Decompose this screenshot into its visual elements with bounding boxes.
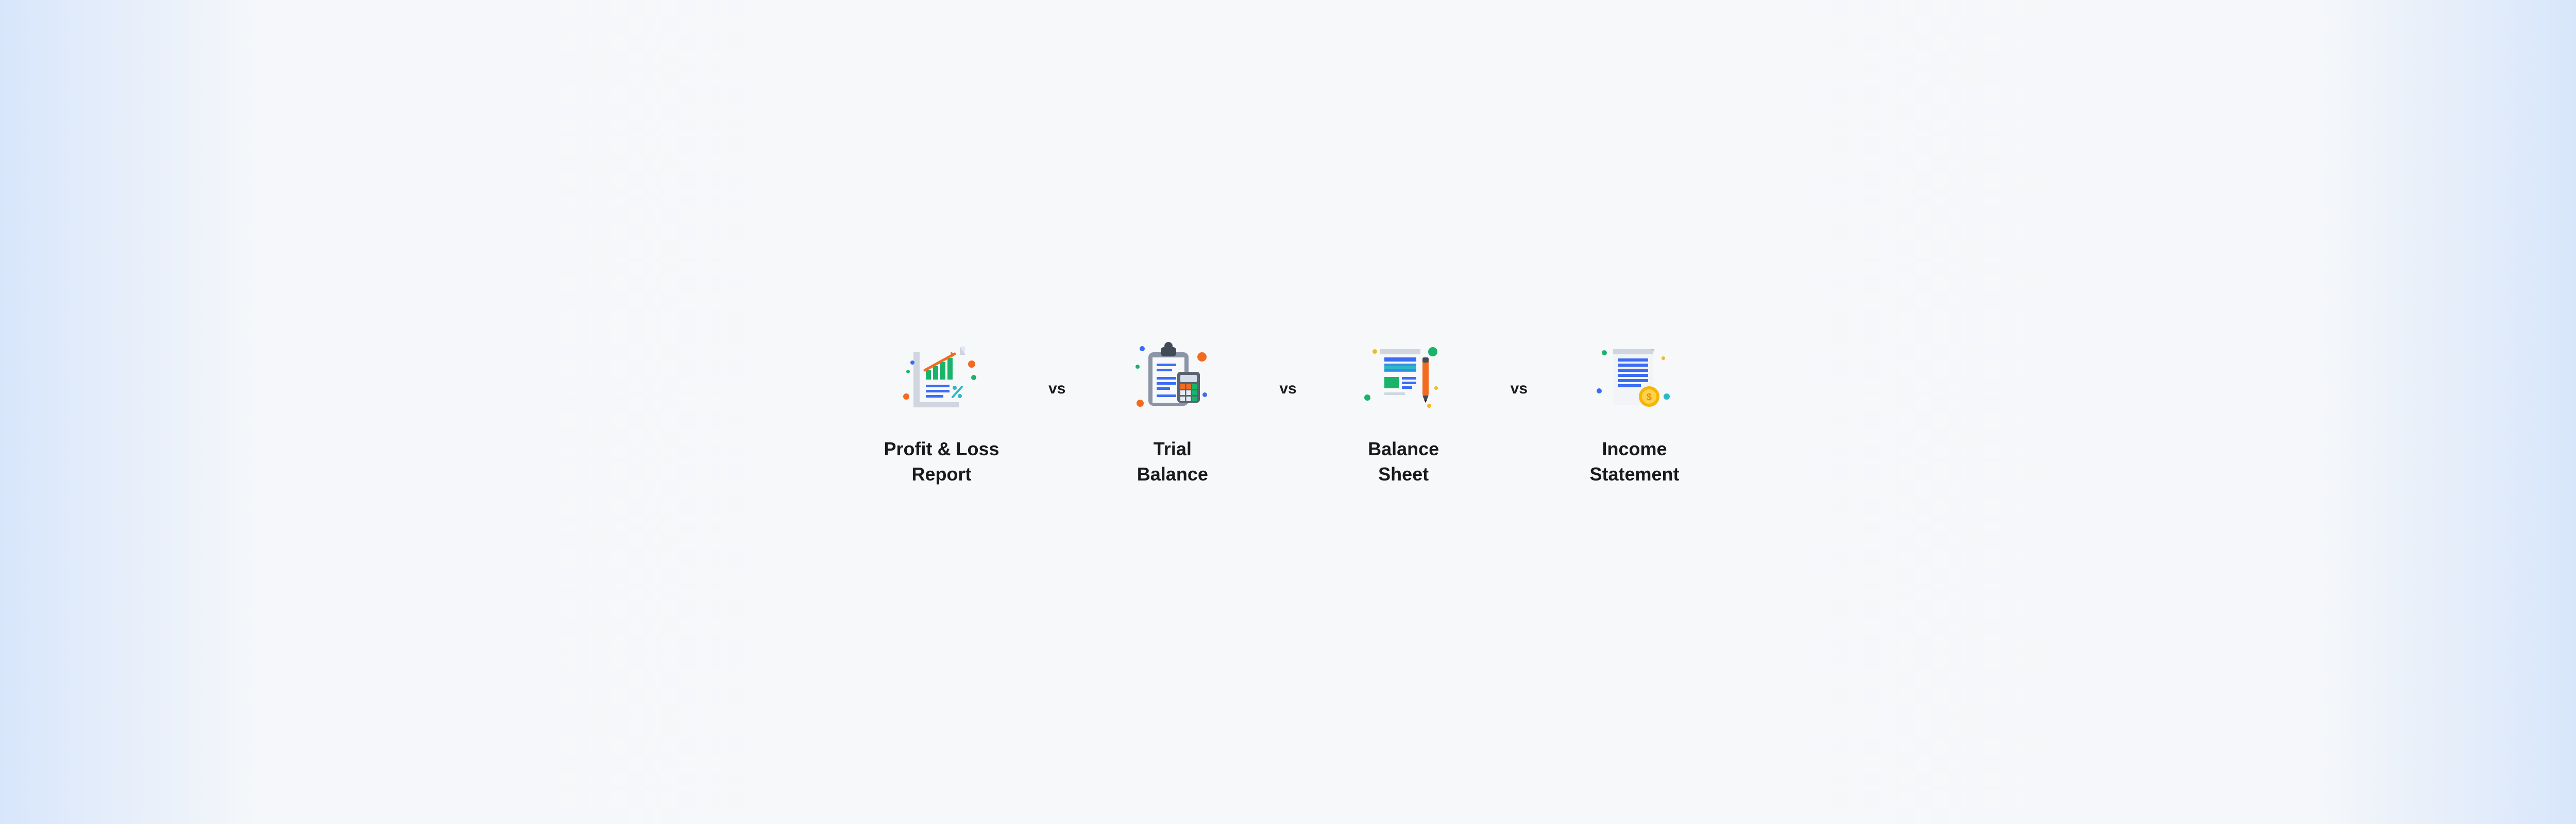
- decorative-dot: [968, 360, 975, 368]
- label-balance-sheet: Balance Sheet: [1368, 437, 1439, 487]
- label-line-2: Sheet: [1378, 464, 1429, 485]
- label-profit-loss: Profit & Loss Report: [884, 437, 999, 487]
- report-chart-icon: [900, 337, 982, 419]
- decorative-dot: [1202, 392, 1207, 397]
- separator-vs: vs: [1048, 380, 1065, 444]
- label-line-1: Profit & Loss: [884, 438, 999, 459]
- document-coin-icon: $: [1594, 337, 1676, 419]
- decorative-dot: [1664, 393, 1670, 400]
- comparison-row: Profit & Loss Report vs: [835, 337, 1741, 487]
- card-profit-loss: Profit & Loss Report: [866, 337, 1018, 487]
- label-trial-balance: Trial Balance: [1137, 437, 1208, 487]
- label-line-2: Balance: [1137, 464, 1208, 485]
- label-line-1: Balance: [1368, 438, 1439, 459]
- decorative-dot: [906, 370, 910, 373]
- decorative-dot: [1662, 356, 1665, 360]
- decorative-dot: [1602, 350, 1607, 355]
- label-income-statement: Income Statement: [1589, 437, 1679, 487]
- card-balance-sheet: Balance Sheet: [1328, 337, 1480, 487]
- receipt-pen-icon: [1362, 337, 1445, 419]
- separator-vs: vs: [1279, 380, 1296, 444]
- label-line-1: Trial: [1154, 438, 1192, 459]
- decorative-dot: [903, 393, 909, 400]
- label-line-2: Report: [911, 464, 971, 485]
- label-line-1: Income: [1602, 438, 1667, 459]
- separator-vs: vs: [1511, 380, 1528, 444]
- decorative-dot: [971, 375, 976, 380]
- svg-text:$: $: [1647, 392, 1652, 402]
- clipboard-calculator-icon: [1131, 337, 1214, 419]
- decorative-dot: [1434, 386, 1438, 390]
- decorative-dot: [1597, 388, 1602, 393]
- card-trial-balance: Trial Balance: [1096, 337, 1248, 487]
- card-income-statement: $ Income Statement: [1558, 337, 1710, 487]
- label-line-2: Statement: [1589, 464, 1679, 485]
